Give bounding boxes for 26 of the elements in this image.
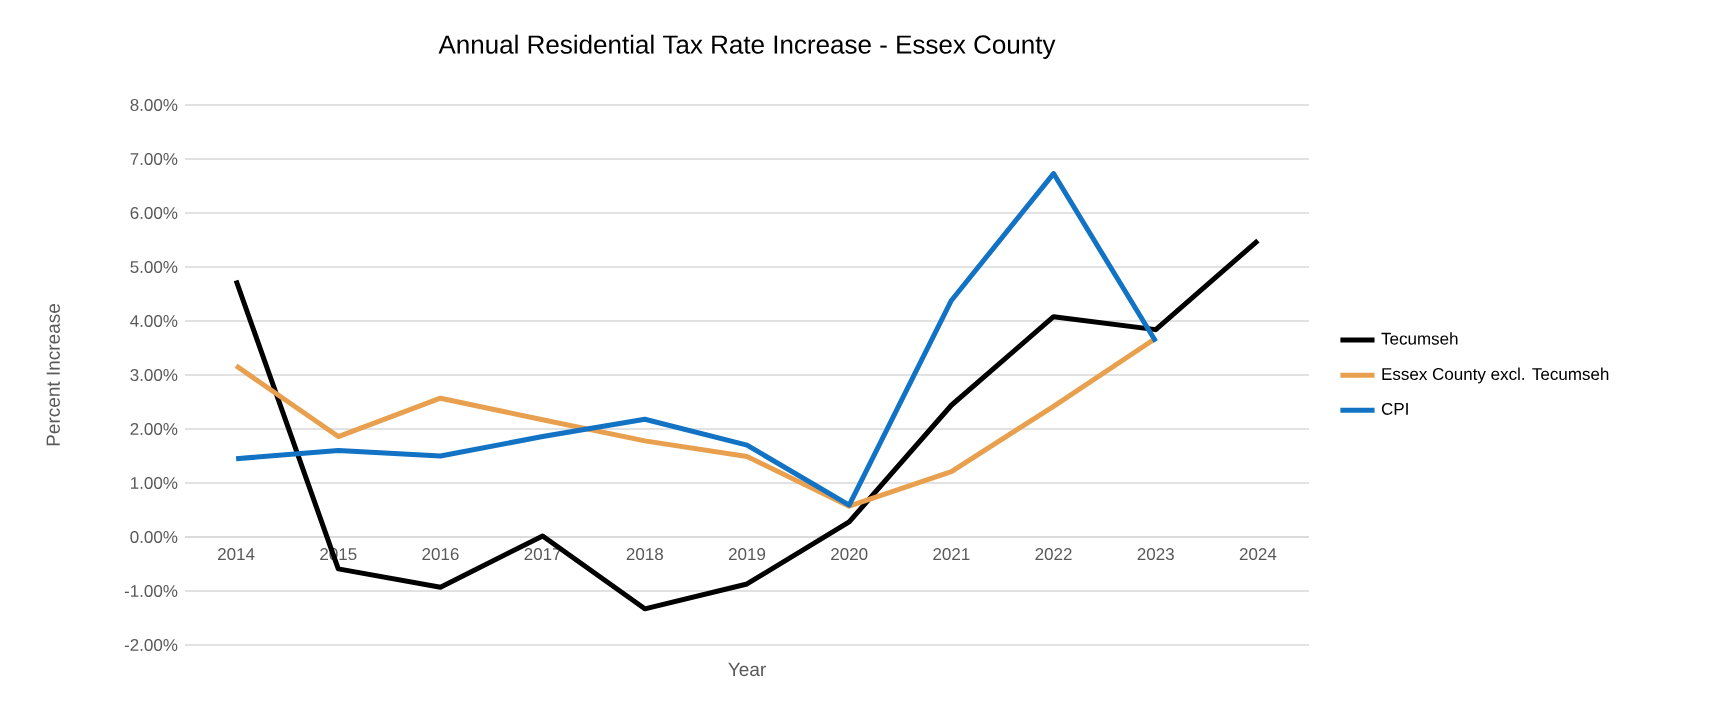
y-tick-label: 7.00% [130, 152, 178, 165]
x-tick-label: 2019 [728, 548, 766, 561]
y-tick-label: 0.00% [130, 530, 178, 544]
x-tick-label: 2021 [933, 548, 970, 561]
x-tick-label: 2023 [1137, 548, 1174, 561]
y-tick-label: -1.00% [124, 584, 178, 598]
x-tick-label: 2020 [831, 548, 868, 561]
y-tick-label: 4.00% [130, 314, 178, 327]
x-tick-label: 2024 [1239, 548, 1277, 561]
y-tick-label: 3.00% [130, 368, 178, 381]
y-axis-title: Percent Increase [46, 304, 60, 446]
x-axis-title: Year [728, 662, 766, 677]
y-tick-label: -2.00% [124, 639, 178, 652]
y-tick-label: 5.00% [130, 260, 178, 273]
y-tick-label: 6.00% [130, 206, 178, 219]
x-tick-label: 2014 [218, 548, 255, 561]
y-tick-label: 8.00% [130, 98, 178, 111]
y-tick-label: 2.00% [130, 422, 178, 436]
legend-label: Tecumseh [1381, 332, 1458, 345]
legend-label: Essex County excl. Tecumseh [1382, 367, 1609, 384]
y-tick-label: 1.00% [131, 476, 178, 489]
legend-label: CPI [1381, 402, 1408, 415]
x-tick-label: 2018 [626, 548, 663, 561]
x-tick-label: 2022 [1035, 548, 1072, 561]
chart-title: Annual Residential Tax Rate Increase - Essex County [438, 34, 1056, 59]
x-tick-label: 2016 [422, 548, 459, 561]
